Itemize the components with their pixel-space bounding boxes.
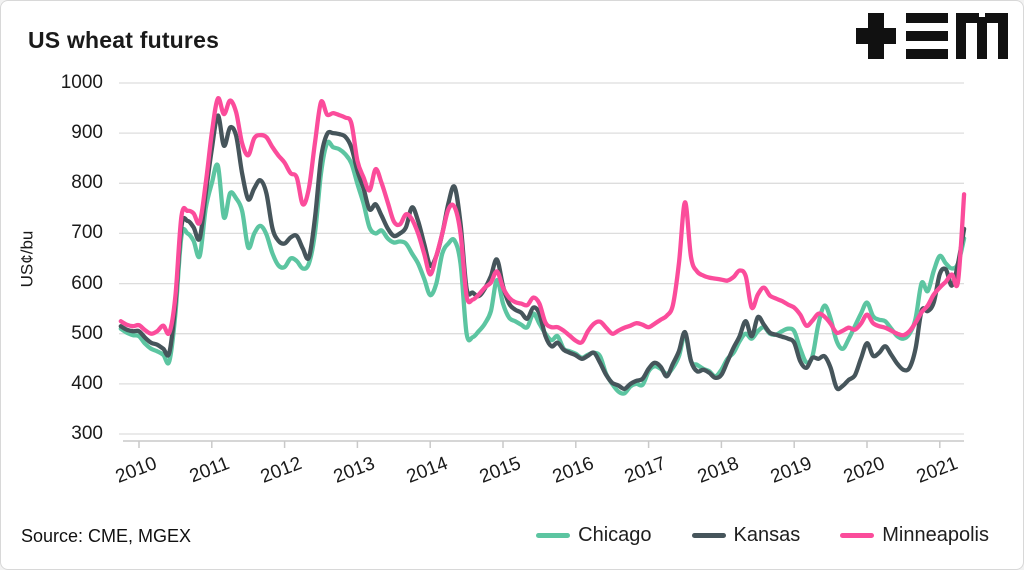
series-line-chicago	[118, 139, 967, 396]
y-tick-label: 300	[71, 423, 103, 444]
y-tick-label: 800	[71, 172, 103, 194]
series-line-kansas	[118, 113, 967, 392]
m-icon	[956, 13, 1008, 59]
source-text: Source: CME, MGEX	[21, 526, 192, 546]
plus-icon	[856, 13, 896, 59]
series-line-minneapolis	[118, 96, 967, 345]
triple-bar-icon	[906, 13, 948, 59]
y-tick-label: 900	[71, 122, 103, 144]
legend: Chicago Kansas Minneapolis	[536, 524, 989, 547]
y-tick-label: 400	[71, 372, 103, 394]
legend-label-minneapolis: Minneapolis	[882, 524, 989, 546]
y-tick-label: 600	[71, 272, 103, 294]
legend-item-minneapolis: Minneapolis	[840, 524, 989, 547]
page-title: US wheat futures	[28, 27, 220, 53]
legend-swatch-chicago	[536, 533, 571, 538]
legend-label-kansas: Kansas	[733, 524, 801, 546]
legend-label-chicago: Chicago	[578, 524, 652, 546]
brand-logo	[856, 13, 1008, 59]
legend-swatch-kansas	[691, 533, 726, 538]
legend-item-kansas: Kansas	[691, 524, 801, 547]
m-notch	[979, 13, 985, 17]
y-tick-label: 500	[71, 322, 103, 344]
y-tick-label: 1000	[60, 72, 103, 93]
legend-swatch-minneapolis	[840, 533, 875, 538]
legend-item-chicago: Chicago	[536, 524, 652, 547]
y-tick-label: 700	[71, 222, 103, 244]
